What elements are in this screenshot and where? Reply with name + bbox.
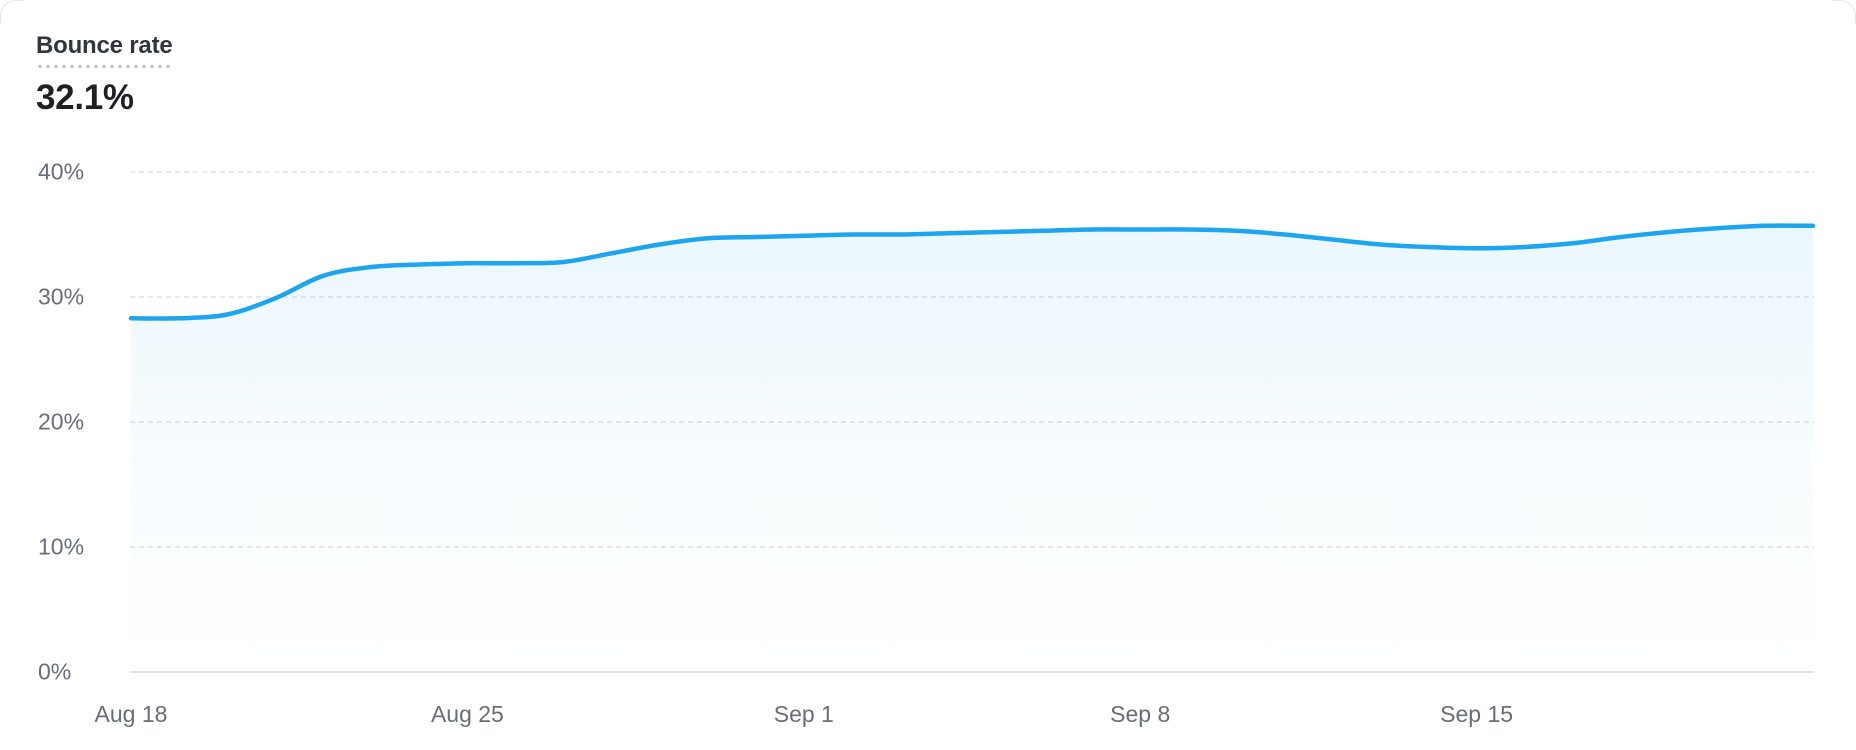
- y-axis-tick-label: 0%: [38, 658, 72, 685]
- y-axis-tick-label: 40%: [38, 158, 85, 185]
- trend-line: [128, 223, 1816, 321]
- x-axis-tick-label: Sep 1: [773, 701, 834, 727]
- x-axis-tick-label: Aug 25: [430, 701, 504, 727]
- x-axis-tick-label: Sep 8: [1110, 701, 1171, 727]
- y-axis-tick-label: 30%: [38, 283, 85, 310]
- area-fill: [131, 225, 1813, 673]
- metric-title[interactable]: Bounce rate: [36, 32, 173, 69]
- metric-value: 32.1%: [36, 78, 134, 117]
- metric-header: Bounce rate 32.1%: [36, 32, 173, 118]
- y-axis-tick-label: 10%: [38, 533, 85, 560]
- x-axis-tick-label: Sep 15: [1440, 701, 1514, 727]
- y-axis-tick-label: 20%: [38, 408, 85, 435]
- card-top-left-corner: [0, 0, 23, 23]
- x-axis-tick-label: Aug 18: [94, 701, 168, 727]
